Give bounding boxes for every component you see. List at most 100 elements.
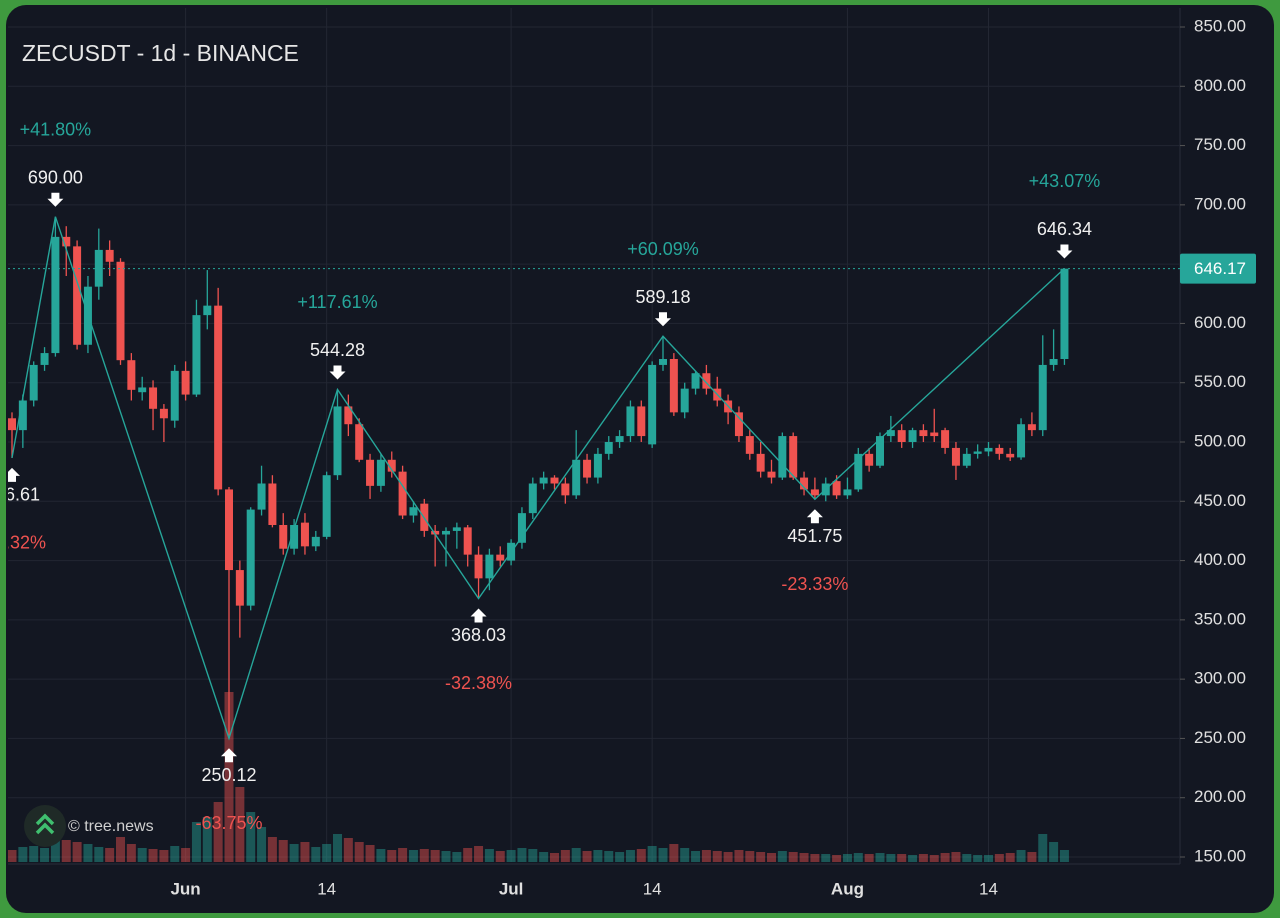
volume-bar xyxy=(311,847,321,862)
volume-bar xyxy=(832,855,842,862)
volume-bar xyxy=(235,787,245,862)
volume-bar xyxy=(137,848,147,862)
x-tick-label: 14 xyxy=(979,879,998,898)
volume-bar xyxy=(94,847,104,862)
volume-bar xyxy=(441,851,451,862)
candle-body xyxy=(1006,453,1015,458)
volume-bar xyxy=(484,849,494,862)
volume-bar xyxy=(289,844,299,862)
candle-body xyxy=(290,525,299,549)
y-tick-label: 450.00 xyxy=(1194,491,1246,510)
candle-body xyxy=(886,430,895,437)
candle-body xyxy=(355,424,364,460)
candle-body xyxy=(615,436,624,442)
candle-body xyxy=(550,477,559,484)
y-tick-label: 750.00 xyxy=(1194,135,1246,154)
candle-body xyxy=(1017,424,1026,458)
volume-bar xyxy=(604,851,614,862)
candle-body xyxy=(246,509,255,606)
candle-body xyxy=(973,451,982,454)
y-tick-label: 150.00 xyxy=(1194,846,1246,865)
candle-body xyxy=(539,477,548,484)
pivot-arrow xyxy=(8,467,20,482)
volume-bar xyxy=(398,848,408,862)
volume-bar xyxy=(550,853,559,862)
candle-body xyxy=(897,430,906,442)
pivot-label: 589.18 xyxy=(635,287,690,307)
candle-body xyxy=(62,236,71,247)
candle-body xyxy=(767,471,776,478)
volume-bar xyxy=(376,849,386,862)
pivot-change: +43.07% xyxy=(1029,171,1101,191)
candle-body xyxy=(225,489,233,571)
volume-bar xyxy=(842,854,852,862)
volume-bar xyxy=(213,802,223,862)
panel xyxy=(6,5,1274,913)
volume-bar xyxy=(387,850,397,862)
pivot-arrow xyxy=(221,748,237,763)
candle-body xyxy=(832,481,841,496)
x-tick-label: 14 xyxy=(643,879,662,898)
pivot-label: 368.03 xyxy=(451,625,506,645)
candle-body xyxy=(214,305,223,490)
candle-body xyxy=(626,406,635,437)
volume-bar xyxy=(495,851,505,862)
volume-bar xyxy=(257,827,267,862)
volume-bar xyxy=(810,854,820,862)
candle-body xyxy=(127,360,136,390)
watermark: © tree.news xyxy=(24,805,154,847)
candle-body xyxy=(962,453,971,466)
volume-bar xyxy=(300,842,310,862)
pivot-label: 690.00 xyxy=(28,167,83,187)
candle-body xyxy=(984,447,993,452)
volume-bar xyxy=(126,844,136,862)
volume-bar xyxy=(701,850,711,862)
candle-body xyxy=(854,453,863,490)
candle-body xyxy=(18,400,27,431)
y-tick-label: 250.00 xyxy=(1194,728,1246,747)
volume-bar xyxy=(278,840,288,862)
candle-body xyxy=(51,236,60,354)
candle-body xyxy=(843,489,852,496)
volume-bar xyxy=(647,846,657,862)
volume-bar xyxy=(72,842,82,862)
volume-bar xyxy=(50,832,60,862)
volume-bar xyxy=(680,848,690,862)
candle-body xyxy=(170,370,179,421)
x-tick-label: Jul xyxy=(499,879,524,898)
y-tick-label: 400.00 xyxy=(1194,550,1246,569)
candle-body xyxy=(431,530,440,535)
volume-bar xyxy=(61,840,71,862)
candle-body xyxy=(268,483,277,525)
volume-bar xyxy=(691,851,701,862)
candle-body xyxy=(192,315,201,395)
y-tick-label: 800.00 xyxy=(1194,76,1246,95)
volume-bar xyxy=(1005,853,1015,862)
candle-body xyxy=(159,408,168,419)
volume-bar xyxy=(1027,852,1037,862)
candle-body xyxy=(387,459,396,472)
pivot-arrow xyxy=(329,365,346,380)
volume-bar xyxy=(886,854,896,862)
volume-bar xyxy=(181,848,191,862)
candle-body xyxy=(29,364,38,401)
x-tick-label: Aug xyxy=(831,879,864,898)
volume-bar xyxy=(582,851,592,862)
volume-bar xyxy=(159,850,169,862)
volume-bar xyxy=(799,853,809,862)
volume-bar xyxy=(636,849,646,862)
candle-body xyxy=(583,459,592,478)
candle-body xyxy=(1027,424,1036,431)
candle-body xyxy=(995,447,1004,454)
volume-bar xyxy=(539,852,549,862)
candle-body xyxy=(680,388,689,413)
pivot-label: 451.75 xyxy=(787,526,842,546)
volume-bar xyxy=(452,852,462,862)
candle-body xyxy=(789,436,798,478)
candle-body xyxy=(659,359,667,365)
pivot-arrow xyxy=(655,312,671,327)
candle-body xyxy=(951,447,960,466)
volume-bar xyxy=(962,854,972,862)
candle-body xyxy=(734,412,743,437)
